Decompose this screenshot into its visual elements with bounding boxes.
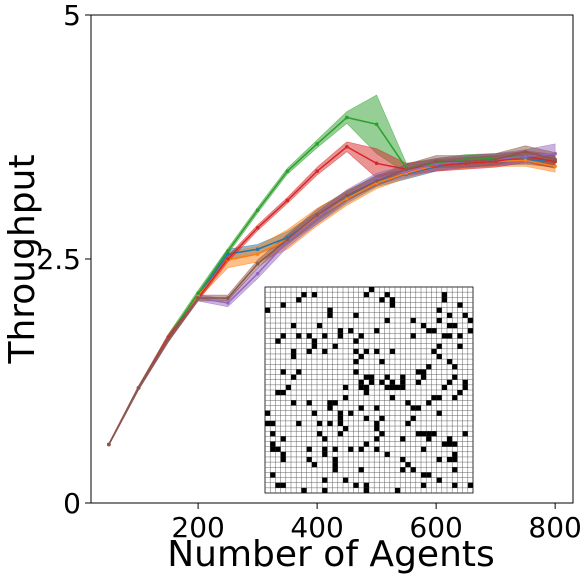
data-point — [226, 252, 230, 256]
data-point — [136, 386, 141, 390]
data-point — [464, 159, 468, 164]
data-point — [523, 154, 528, 159]
data-point — [434, 162, 438, 167]
data-point — [226, 296, 230, 300]
axes — [85, 14, 574, 509]
data-point — [255, 262, 260, 266]
data-point — [345, 144, 349, 149]
grid-map-inset — [264, 286, 474, 494]
series-markers — [107, 115, 557, 447]
y-axis-label: Throughput — [2, 154, 43, 364]
y-tick-label: 5 — [63, 0, 81, 32]
data-point — [374, 161, 379, 166]
data-point — [285, 169, 290, 173]
data-point — [255, 247, 260, 252]
data-point — [226, 257, 230, 261]
data-point — [315, 142, 319, 146]
data-point — [107, 442, 111, 447]
data-point — [345, 115, 349, 120]
data-point — [553, 151, 557, 156]
data-point — [255, 208, 260, 212]
data-point — [285, 198, 290, 203]
data-point — [285, 237, 290, 242]
series-band-4 — [108, 141, 556, 446]
data-point — [196, 291, 200, 295]
series-lines — [108, 116, 556, 445]
data-point — [404, 167, 409, 172]
data-point — [374, 179, 379, 183]
data-point — [374, 122, 379, 127]
data-point — [166, 337, 171, 341]
data-point — [493, 157, 498, 162]
data-point — [315, 216, 319, 220]
data-point — [434, 159, 438, 164]
x-tick-label: 800 — [528, 511, 581, 544]
data-point — [523, 149, 528, 154]
data-point — [196, 296, 200, 300]
x-axis-label: Number of Agents — [167, 534, 495, 575]
data-point — [345, 193, 349, 198]
x-tick-label: 400 — [290, 511, 343, 544]
data-point — [523, 158, 528, 163]
data-point — [553, 164, 557, 169]
tick-labels: 200 400 600 800 0 2.5 5 — [36, 0, 581, 544]
y-tick-label: 0 — [63, 487, 81, 520]
x-tick-label: 200 — [171, 511, 224, 544]
x-tick-label: 600 — [409, 511, 462, 544]
data-point — [315, 169, 319, 173]
data-point — [255, 252, 260, 256]
data-point — [315, 213, 319, 217]
data-point — [255, 271, 260, 276]
data-point — [553, 157, 557, 162]
data-point — [255, 225, 260, 230]
series-line-3 — [108, 116, 556, 445]
data-point — [226, 301, 230, 305]
y-tick-label: 2.5 — [36, 243, 81, 276]
data-point — [226, 249, 230, 253]
data-point — [345, 196, 349, 201]
series-line-6 — [108, 150, 556, 445]
